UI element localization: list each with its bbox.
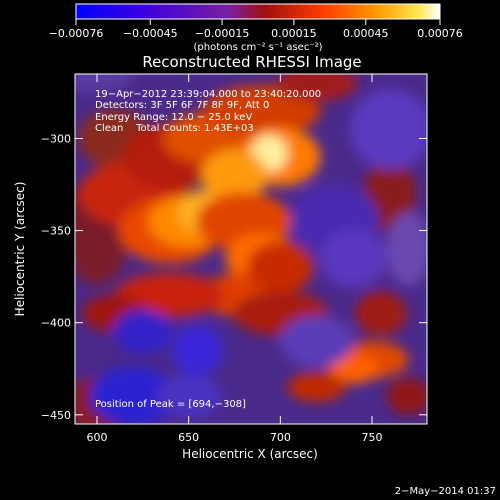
heatmap-blob xyxy=(386,378,427,415)
annotation-time-range: 19−Apr−2012 23:39:04.000 to 23:40:20.000 xyxy=(95,89,321,100)
x-tick-label: 600 xyxy=(87,431,108,444)
heatmap-blob xyxy=(155,374,222,419)
chart-title: Reconstructed RHESSI Image xyxy=(142,53,361,71)
y-tick-label: −300 xyxy=(41,132,71,145)
heatmap-blob xyxy=(203,85,321,137)
colorbar-tick-label: −0.00045 xyxy=(123,27,178,40)
heatmap-blob xyxy=(280,315,354,367)
heatmap-blob xyxy=(355,291,407,336)
x-axis-title: Heliocentric X (arcsec) xyxy=(182,447,318,461)
annotation-energy: Energy Range: 12.0 − 25.0 keV xyxy=(95,112,252,123)
annotation-peak: Position of Peak = [694,−308] xyxy=(95,399,246,410)
colorbar-tick-label: −0.00015 xyxy=(195,27,250,40)
heatmap-blob xyxy=(113,309,173,354)
heatmap-blob xyxy=(386,212,427,286)
heatmap-blob xyxy=(328,354,380,384)
x-tick-label: 750 xyxy=(362,431,383,444)
heatmap-blob xyxy=(320,228,387,288)
y-tick-label: −450 xyxy=(41,409,71,422)
y-axis: −300 −350 −400 −450 xyxy=(41,132,427,422)
heatmap-blob xyxy=(201,149,268,201)
heatmap-blob xyxy=(247,241,314,294)
y-tick-label: −400 xyxy=(41,317,71,330)
x-axis: 600 650 700 750 xyxy=(87,74,383,444)
plot-frame xyxy=(74,73,428,425)
colorbar-tick-label: 0.00076 xyxy=(417,27,463,40)
heatmap-blob xyxy=(287,372,347,402)
y-tick-label: −350 xyxy=(41,225,71,238)
colorbar-tick-label: −0.00076 xyxy=(49,27,104,40)
heatmap-blob xyxy=(172,324,224,376)
heatmap-blob xyxy=(89,367,178,424)
heatmap-blob xyxy=(350,88,427,170)
heatmap-blob xyxy=(75,74,134,93)
colorbar-tick-label: 0.00045 xyxy=(343,27,389,40)
colorbar-units-label: (photons cm⁻² s⁻¹ asec⁻²) xyxy=(193,42,322,53)
x-tick-label: 700 xyxy=(270,431,291,444)
heatmap-image xyxy=(75,74,427,424)
annotation-clean: Clean Total Counts: 1.43E+03 xyxy=(95,123,254,134)
annotation-detectors: Detectors: 3F 5F 6F 7F 8F 9F, Att 0 xyxy=(95,100,269,111)
x-tick-label: 650 xyxy=(178,431,199,444)
colorbar-tick-label: 0.00015 xyxy=(271,27,317,40)
heatmap-blob xyxy=(276,74,358,102)
footer-date: 2−May−2014 01:37 xyxy=(395,486,496,497)
colorbar-ticks: −0.00076 −0.00045 −0.00015 0.00015 0.00045 0.… xyxy=(49,19,463,40)
y-axis-title: Heliocentric Y (arcsec) xyxy=(13,182,27,317)
colorbar xyxy=(75,3,441,20)
